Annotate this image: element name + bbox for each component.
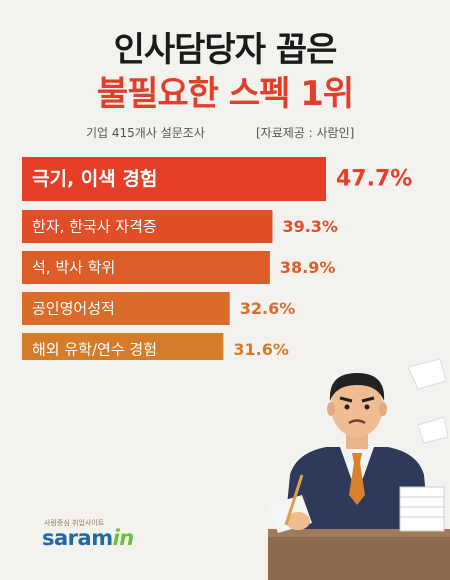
businessman-illustration	[268, 358, 450, 580]
survey-note: 기업 415개사 설문조사	[86, 126, 205, 140]
bar-value-label: 47.7%	[336, 167, 412, 192]
bar-value-label: 38.9%	[280, 258, 336, 277]
logo-tagline: 사람중심 취업사이트	[44, 519, 105, 527]
bar-category-label: 석, 박사 학위	[32, 259, 115, 277]
bar	[22, 333, 224, 360]
logo-word-suffix: in	[112, 526, 135, 550]
saramin-logo: 사람중심 취업사이트 saramin	[40, 518, 140, 562]
bar	[22, 157, 326, 201]
logo-wordmark: saramin	[42, 526, 134, 550]
bar-category-label: 해외 유학/연수 경험	[32, 341, 157, 359]
title-line2: 불필요한 스펙 1위	[96, 74, 354, 114]
bar	[22, 292, 230, 325]
title-line1: 인사담당자 꼽은	[113, 30, 338, 70]
bar-value-label: 39.3%	[282, 217, 338, 236]
bar-value-label: 31.6%	[233, 340, 289, 359]
bar	[22, 210, 273, 243]
bar	[22, 251, 270, 284]
logo-word-main: saram	[42, 526, 113, 550]
bar-category-label: 공인영어성적	[32, 300, 115, 318]
source-note: [자료제공 : 사람인]	[256, 126, 355, 140]
bar-category-label: 극기, 이색 경험	[32, 168, 157, 190]
bar-chart: 극기, 이색 경험 47.7% 한자, 한국사 자격증 39.3% 석, 박사 학위 38…	[22, 157, 412, 360]
bars-group: 극기, 이색 경험 47.7% 한자, 한국사 자격증 39.3% 석, 박사 학위 38…	[22, 157, 412, 360]
bar-category-label: 한자, 한국사 자격증	[32, 218, 157, 236]
bar-value-label: 32.6%	[240, 299, 296, 318]
